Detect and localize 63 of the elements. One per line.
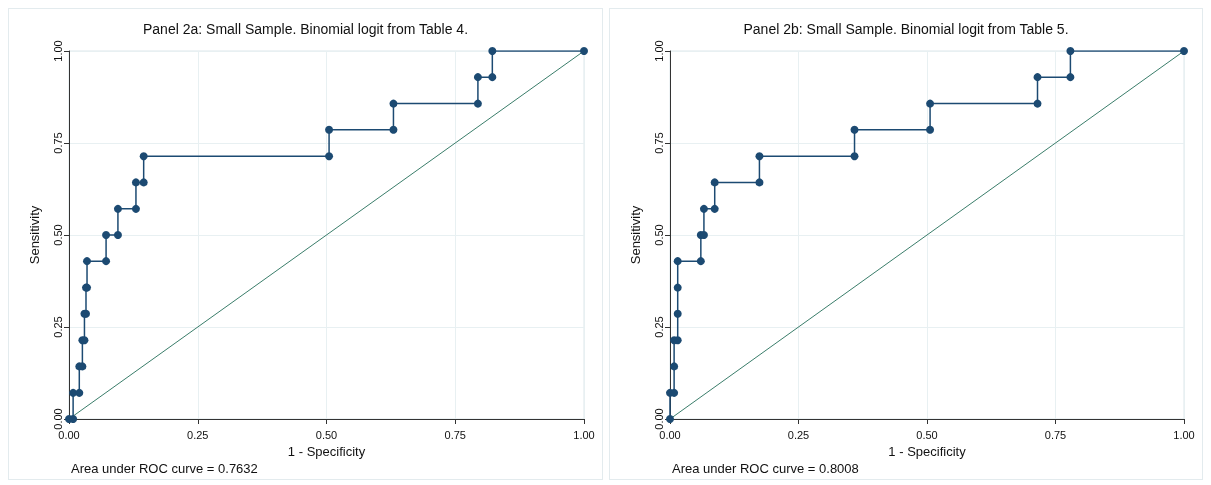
y-axis-title: Sensitivity	[628, 205, 643, 265]
x-axis-title: 1 - Specificity	[287, 443, 366, 459]
point	[926, 125, 935, 134]
x-tick-label: 1.00	[573, 428, 595, 441]
y-tick-label: 1.00	[652, 40, 665, 62]
point	[139, 178, 148, 187]
point	[926, 99, 935, 108]
point	[69, 415, 78, 423]
point	[673, 283, 682, 292]
point	[696, 257, 705, 266]
y-tick-label: 0.25	[51, 316, 64, 338]
x-tick-label: 0.75	[444, 428, 466, 441]
point	[580, 47, 588, 55]
point	[710, 178, 719, 187]
point	[325, 125, 334, 134]
point	[139, 152, 148, 161]
y-tick-label: 0.75	[652, 132, 665, 154]
point	[389, 125, 398, 134]
point	[83, 257, 92, 266]
x-tick-label: 0.75	[1044, 428, 1067, 441]
y-tick-label: 0.50	[652, 224, 665, 246]
point	[488, 47, 497, 55]
x-tick-label: 0.25	[787, 428, 810, 441]
point	[102, 231, 111, 239]
x-axis-title: 1 - Specificity	[888, 443, 967, 459]
y-tick-label: 0.50	[51, 224, 64, 246]
point	[673, 309, 682, 318]
point	[850, 152, 859, 161]
point	[325, 152, 334, 161]
point	[755, 152, 764, 161]
point	[102, 257, 111, 266]
chart-title: Panel 2a: Small Sample. Binomial logit from Table 4.	[142, 21, 469, 37]
point	[473, 73, 482, 82]
point	[1180, 47, 1188, 55]
point	[131, 178, 140, 187]
point	[1033, 73, 1042, 82]
point	[673, 257, 682, 266]
point	[1066, 47, 1075, 55]
text: Area under ROC curve = 0.8008	[672, 461, 859, 476]
x-tick-label: 0.50	[315, 428, 338, 441]
point	[1066, 73, 1075, 82]
point	[670, 362, 679, 371]
x-tick-label: 0.25	[187, 428, 209, 441]
point	[699, 204, 708, 213]
point	[389, 99, 398, 108]
point	[113, 204, 122, 213]
point	[75, 388, 84, 397]
y-tick-label: 0.25	[652, 316, 665, 338]
point	[113, 231, 122, 239]
x-tick-label: 1.00	[1173, 428, 1195, 441]
point	[488, 73, 497, 82]
point	[755, 178, 764, 187]
point	[710, 204, 719, 213]
x-tick-label: 0.50	[916, 428, 938, 441]
point	[473, 99, 482, 108]
point	[131, 204, 140, 213]
chart-title: Panel 2b: Small Sample. Binomial logit from Table 5.	[743, 21, 1069, 37]
y-tick-label: 0.75	[51, 132, 64, 154]
point	[1033, 99, 1042, 108]
text: Area under ROC curve = 0.7632	[71, 461, 258, 476]
point	[850, 125, 859, 134]
y-tick-label: 1.00	[51, 40, 64, 62]
y-axis-title: Sensitivity	[27, 205, 42, 265]
